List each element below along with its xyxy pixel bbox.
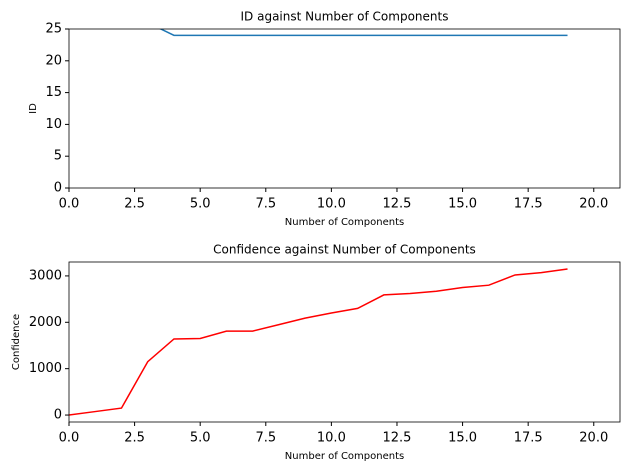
axes-frame <box>68 28 621 189</box>
x-tick-label: 12.5 <box>382 197 411 212</box>
data-line <box>159 29 568 37</box>
y-tick-label: 15 <box>45 85 62 100</box>
axes-frame <box>68 261 621 423</box>
data-line <box>69 268 568 416</box>
y-tick-label: 2000 <box>29 315 62 330</box>
chart-title: Confidence against Number of Components <box>213 243 476 257</box>
x-tick-label: 17.5 <box>514 197 543 212</box>
x-axis-label: Number of Components <box>285 451 404 462</box>
x-tick-label: 5.0 <box>190 197 211 212</box>
x-tick-label: 10.0 <box>317 197 346 212</box>
y-tick-label: 3000 <box>29 268 62 283</box>
subplot: ID against Number of Components Number of… <box>28 10 621 228</box>
y-tick-label: 5 <box>54 149 62 164</box>
x-tick-label: 12.5 <box>382 431 411 446</box>
y-tick-label: 10 <box>45 117 62 132</box>
y-axis-label: ID <box>28 103 39 114</box>
x-tick-label: 17.5 <box>514 431 543 446</box>
subplot: Confidence against Number of Components N… <box>11 243 621 462</box>
x-axis-label: Number of Components <box>285 217 404 228</box>
x-tick-label: 0.0 <box>59 431 80 446</box>
y-tick-label: 20 <box>45 53 62 68</box>
y-tick-label: 0 <box>54 181 62 196</box>
chart-title: ID against Number of Components <box>241 10 449 24</box>
y-tick-label: 1000 <box>29 361 62 376</box>
x-tick-label: 15.0 <box>448 197 477 212</box>
x-tick-label: 20.0 <box>579 431 608 446</box>
y-tick-label: 0 <box>54 408 62 423</box>
y-tick-label: 25 <box>45 22 62 37</box>
x-tick-label: 0.0 <box>59 197 80 212</box>
x-tick-label: 7.5 <box>255 197 276 212</box>
y-axis-label: Confidence <box>11 314 22 370</box>
x-tick-label: 2.5 <box>124 431 145 446</box>
x-tick-label: 5.0 <box>190 431 211 446</box>
x-tick-label: 2.5 <box>124 197 145 212</box>
x-tick-label: 15.0 <box>448 431 477 446</box>
x-tick-label: 10.0 <box>317 431 346 446</box>
x-tick-label: 20.0 <box>579 197 608 212</box>
x-tick-label: 7.5 <box>255 431 276 446</box>
